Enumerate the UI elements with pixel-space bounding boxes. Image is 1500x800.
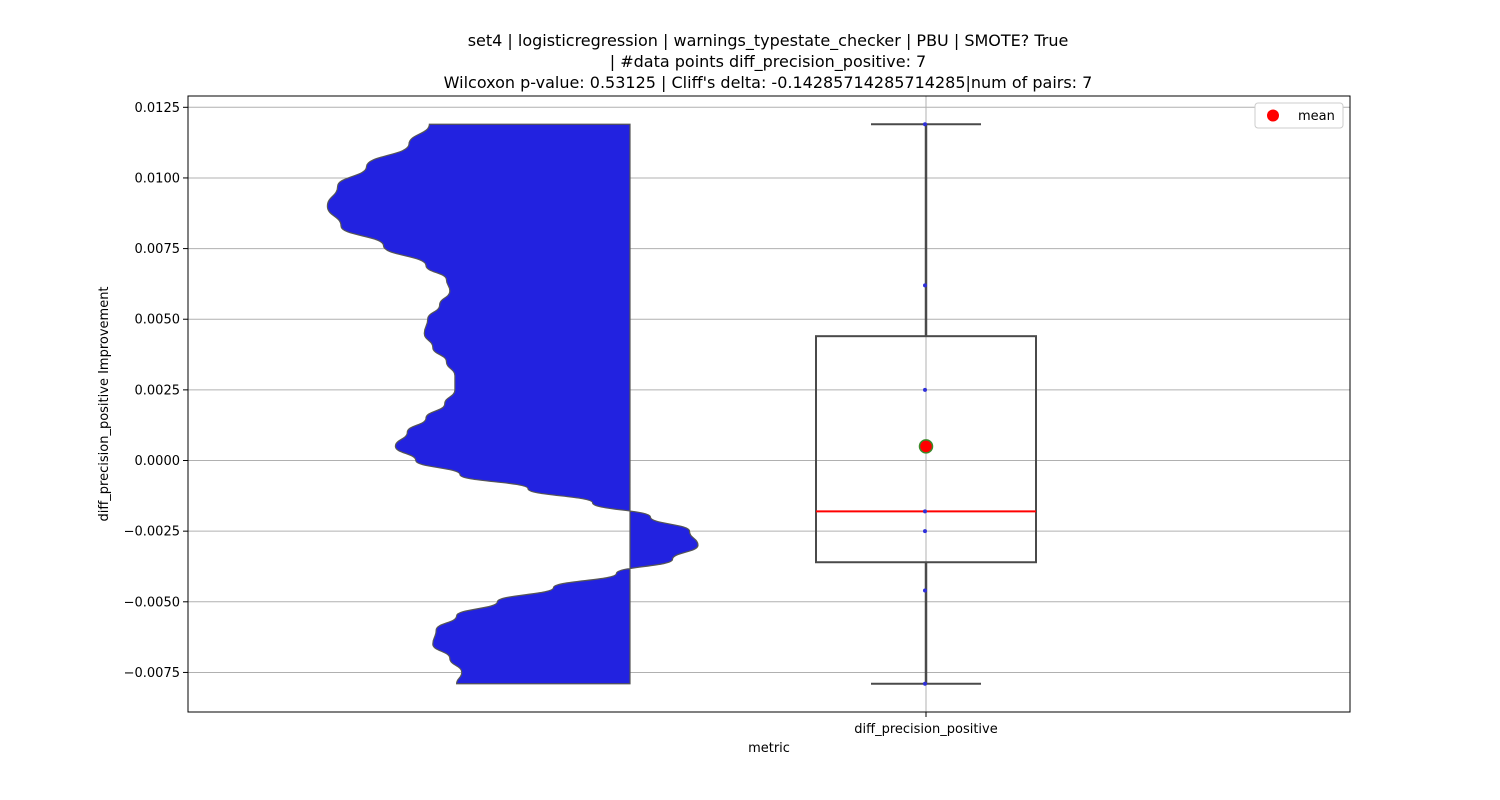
y-tick-label: −0.0075 <box>124 666 180 681</box>
data-points <box>918 122 934 686</box>
x-tick-label: diff_precision_positive <box>854 722 997 737</box>
title-line-1: set4 | logisticregression | warnings_typ… <box>468 31 1069 51</box>
x-axis-label: metric <box>748 741 790 756</box>
legend-box <box>1254 102 1344 129</box>
y-tick-label: −0.0025 <box>124 525 180 540</box>
grid-lines <box>188 96 1350 712</box>
violin-shape <box>326 123 699 685</box>
y-tick-label: 0.0050 <box>135 313 181 328</box>
y-tick-label: 0.0100 <box>135 171 181 186</box>
plot-frame <box>187 95 1351 713</box>
title-line-3: Wilcoxon p-value: 0.53125 | Cliff's delt… <box>444 73 1093 92</box>
data-point <box>923 387 927 392</box>
data-point <box>923 681 927 686</box>
y-tick-label: −0.0050 <box>124 595 180 610</box>
y-tick-label: 0.0000 <box>135 454 181 469</box>
legend-marker <box>1267 109 1279 122</box>
data-point <box>923 122 927 127</box>
data-point <box>923 509 927 514</box>
y-axis-ticks: −0.0075 −0.0050 −0.0025 0.0000 0.0025 0.0050 0… <box>124 101 188 681</box>
title-line-2: | #data points diff_precision_positive: … <box>610 52 926 72</box>
y-axis-label: diff_precision_positive Improvement <box>97 286 112 521</box>
legend: mean <box>1254 102 1344 129</box>
data-point <box>923 283 927 288</box>
box-iqr <box>815 335 1037 564</box>
violin-layer <box>326 123 699 685</box>
chart-title: set4 | logisticregression | warnings_typ… <box>444 31 1093 92</box>
y-tick-label: 0.0025 <box>135 383 181 398</box>
mean-marker <box>918 439 934 454</box>
legend-label: mean <box>1298 109 1335 124</box>
data-point <box>923 588 927 593</box>
y-tick-label: 0.0075 <box>135 242 181 257</box>
data-point <box>923 529 927 534</box>
y-tick-label: 0.0125 <box>135 101 181 116</box>
